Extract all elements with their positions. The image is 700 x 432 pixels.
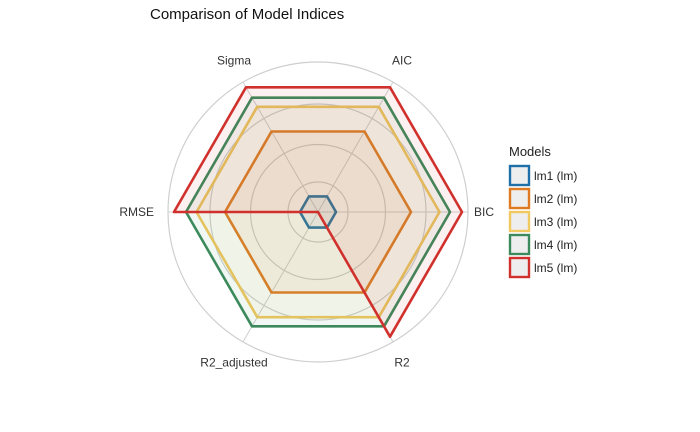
axis-label-sigma: Sigma: [217, 54, 251, 68]
legend-item: lm2 (lm): [508, 187, 577, 210]
legend-label: lm3 (lm): [534, 215, 577, 229]
spoke-sigma: [242, 81, 319, 213]
axis-label-r2: R2: [394, 356, 410, 370]
legend-item: lm5 (lm): [508, 256, 577, 279]
axis-label-r2-adjusted: R2_adjusted: [200, 356, 267, 370]
legend-label: lm4 (lm): [534, 238, 577, 252]
legend-item: lm1 (lm): [508, 164, 577, 187]
legend-swatch: [508, 256, 531, 279]
legend-label: lm5 (lm): [534, 261, 577, 275]
axis-label-aic: AIC: [392, 54, 412, 68]
legend-item: lm4 (lm): [508, 233, 577, 256]
legend-swatch: [508, 187, 531, 210]
legend-item: lm3 (lm): [508, 210, 577, 233]
series-lm5-polygon: [172, 86, 464, 339]
legend-swatch: [508, 164, 531, 187]
spoke-r2-adjusted: [242, 211, 319, 343]
legend: Models lm1 (lm) lm2 (lm) lm3 (lm) lm4 (lm) l…: [508, 144, 577, 279]
legend-swatch: [508, 210, 531, 233]
chart-title: Comparison of Model Indices: [150, 6, 344, 23]
legend-swatch: [508, 233, 531, 256]
legend-title: Models: [509, 144, 551, 159]
legend-label: lm2 (lm): [534, 192, 577, 206]
spoke-aic: [317, 81, 394, 213]
radar-series: [172, 86, 464, 339]
axis-label-bic: BIC: [474, 205, 494, 219]
axis-labels: AIC BIC R2 R2_adjusted RMSE Sigma: [119, 54, 494, 370]
axis-label-rmse: RMSE: [119, 205, 154, 219]
legend-label: lm1 (lm): [534, 169, 577, 183]
